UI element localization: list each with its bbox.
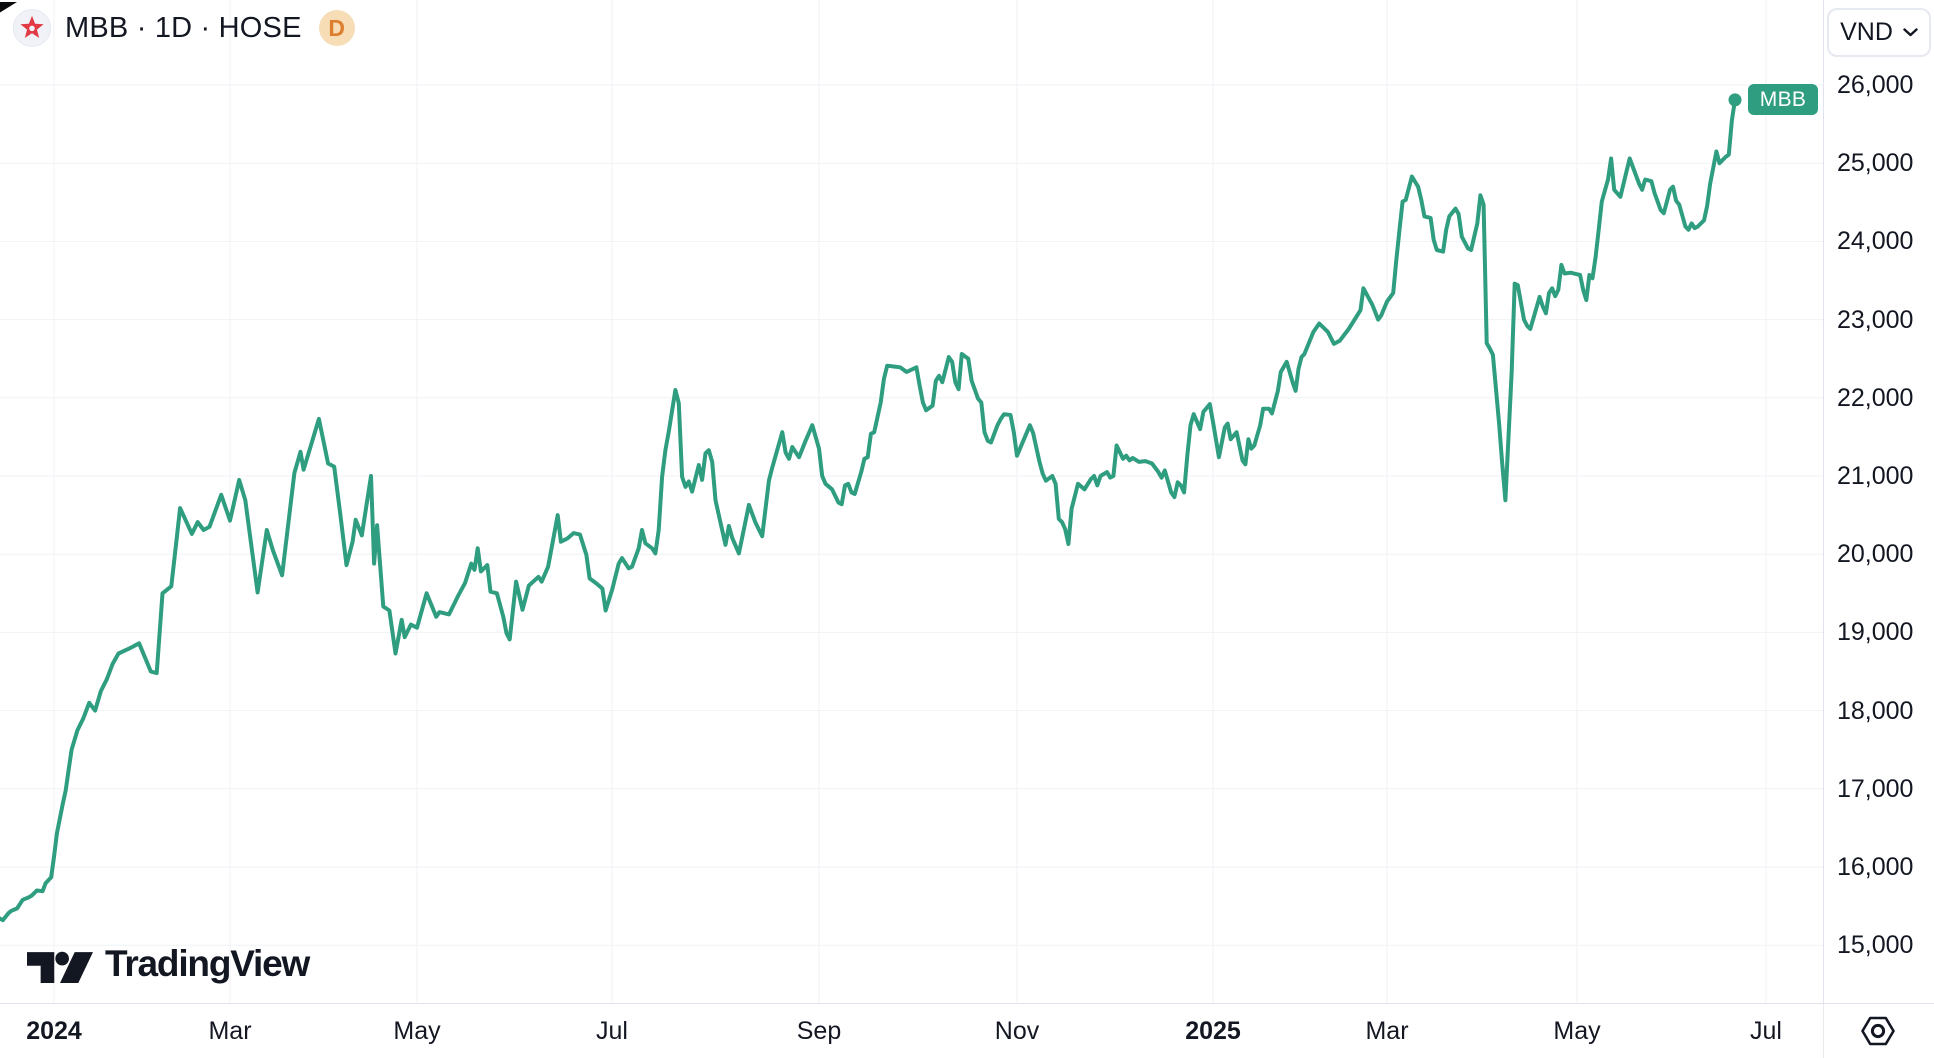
price-axis-label: 24,000	[1837, 227, 1914, 256]
tradingview-watermark[interactable]: TradingView	[27, 943, 310, 985]
tradingview-brand-text: TradingView	[105, 943, 310, 984]
chart-header: MBB · 1D · HOSE D	[13, 9, 355, 47]
last-price-badge: MBB	[1748, 84, 1819, 116]
time-axis-label: Jul	[596, 1017, 628, 1045]
time-axis-label: Mar	[208, 1017, 252, 1045]
price-axis-label: 18,000	[1837, 696, 1914, 725]
tradingview-logo-icon	[27, 945, 93, 983]
time-axis-label: Mar	[1365, 1017, 1409, 1045]
price-axis-label: 22,000	[1837, 383, 1914, 412]
price-axis-label: 20,000	[1837, 540, 1914, 569]
mouse-cursor	[0, 0, 18, 18]
price-axis-label: 15,000	[1837, 931, 1914, 960]
price-axis-label: 25,000	[1837, 149, 1914, 178]
chart-pane[interactable]: MBB · 1D · HOSE D TradingView	[0, 0, 1823, 1003]
time-axis-label: 2024	[26, 1017, 82, 1045]
symbol-title[interactable]: MBB · 1D · HOSE	[65, 11, 302, 44]
settings-gear-icon[interactable]	[1861, 1015, 1895, 1047]
price-axis-label: 26,000	[1837, 71, 1914, 99]
currency-selector-value: VND	[1840, 18, 1893, 46]
time-axis-label: Sep	[796, 1017, 842, 1045]
price-axis-label: 16,000	[1837, 853, 1914, 881]
time-axis-label: May	[393, 1017, 441, 1045]
interval-badge: D	[318, 10, 355, 46]
axis-corner-divider	[1823, 1004, 1824, 1058]
price-axis[interactable]: 26,000 25,000 24,000 23,000 22,000 21,000 20,0…	[1823, 0, 1934, 1003]
currency-selector[interactable]: VND	[1827, 8, 1931, 57]
time-axis-label: Jul	[1750, 1017, 1782, 1045]
time-axis-label: Nov	[994, 1017, 1040, 1045]
price-line-chart	[0, 0, 1823, 1003]
time-axis-label: May	[1553, 1017, 1601, 1045]
chevron-down-icon	[1903, 28, 1918, 37]
price-axis-label: 23,000	[1837, 305, 1914, 334]
price-axis-label: 19,000	[1837, 618, 1914, 647]
time-axis-label: 2025	[1185, 1017, 1241, 1045]
time-axis[interactable]: 2024 Mar May Jul Sep Nov 2025 Mar May Jul	[0, 1003, 1934, 1058]
price-axis-label: 21,000	[1837, 462, 1914, 490]
price-axis-label: 17,000	[1837, 774, 1914, 803]
mbb-logo-icon	[13, 9, 51, 47]
